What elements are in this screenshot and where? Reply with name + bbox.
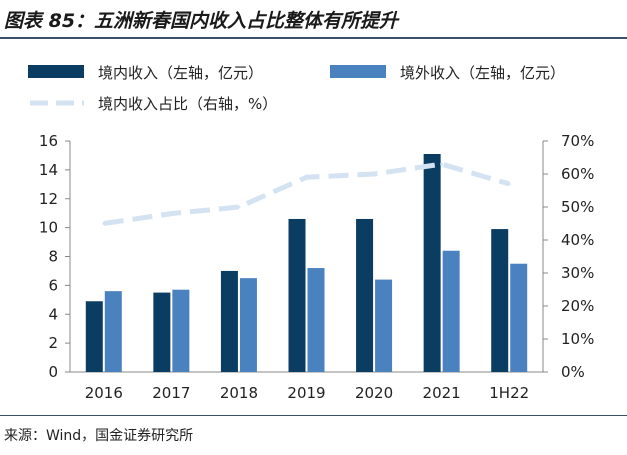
bar-overseas xyxy=(307,268,325,372)
bar-domestic xyxy=(491,229,509,372)
ratio-point xyxy=(507,182,511,186)
legend-swatch-overseas xyxy=(330,65,386,78)
bar-domestic xyxy=(220,270,238,372)
ratio-line xyxy=(102,161,511,226)
bar-domestic xyxy=(153,292,171,372)
right-tick-label: 50% xyxy=(561,198,594,216)
right-tick-label: 0% xyxy=(561,363,585,381)
x-tick-label: 2017 xyxy=(152,384,190,402)
x-tick-label: 2018 xyxy=(220,384,258,402)
left-tick-label: 14 xyxy=(39,161,58,179)
left-tick-label: 8 xyxy=(48,248,58,266)
left-tick-label: 16 xyxy=(39,132,58,150)
legend-label-ratio: 境内收入占比（右轴，%） xyxy=(98,95,277,113)
legend-label-overseas: 境外收入（左轴，亿元） xyxy=(400,64,565,82)
x-tick-label: 2019 xyxy=(287,384,325,402)
right-tick-label: 70% xyxy=(561,132,594,150)
ratio-point xyxy=(305,175,308,179)
x-tick-label: 2016 xyxy=(85,384,123,402)
right-tick-label: 10% xyxy=(561,330,594,348)
source-note: 来源：Wind，国金证券研究所 xyxy=(4,428,194,444)
bar-overseas xyxy=(239,278,257,372)
bar-domestic xyxy=(85,301,103,372)
right-tick-label: 20% xyxy=(561,297,594,315)
x-tick-label: 2020 xyxy=(355,384,393,402)
bar-overseas xyxy=(442,250,460,372)
ratio-point xyxy=(440,162,444,166)
left-tick-label: 10 xyxy=(39,219,58,237)
right-tick-label: 40% xyxy=(561,231,594,249)
bar-domestic xyxy=(356,218,374,372)
left-tick-label: 0 xyxy=(48,363,58,381)
bar-overseas xyxy=(375,279,393,372)
left-tick-label: 12 xyxy=(39,190,58,208)
ratio-line-path xyxy=(103,161,510,226)
bar-overseas xyxy=(172,289,190,372)
legend-swatch-domestic xyxy=(28,65,84,78)
bar-domestic xyxy=(288,218,306,372)
legend-label-domestic: 境内收入（左轴，亿元） xyxy=(98,64,263,82)
ratio-point xyxy=(237,205,241,209)
axes: 0 2 4 6 8 10 12 14 16 0% 10% 20% 30% 40% 50% 60% 70% 2016… xyxy=(39,132,594,402)
ratio-point xyxy=(169,212,173,216)
right-tick-label: 30% xyxy=(561,264,594,282)
ratio-point xyxy=(372,172,376,176)
bars xyxy=(85,153,528,372)
left-tick-label: 4 xyxy=(48,305,58,323)
bar-domestic xyxy=(423,153,441,372)
source-divider xyxy=(0,415,627,416)
title-divider xyxy=(0,37,627,39)
legend: 境内收入（左轴，亿元） 境外收入（左轴，亿元） 境内收入占比（右轴，%） xyxy=(28,64,565,113)
right-tick-label: 60% xyxy=(561,165,594,183)
x-tick-label: 1H22 xyxy=(489,384,529,402)
bar-overseas xyxy=(104,291,122,372)
ratio-point xyxy=(102,222,106,225)
left-tick-label: 6 xyxy=(48,276,58,294)
x-tick-label: 2021 xyxy=(423,384,461,402)
left-tick-label: 2 xyxy=(48,334,58,352)
chart-title: 图表 85：五洲新春国内收入占比整体有所提升 xyxy=(4,10,399,32)
bar-overseas xyxy=(510,263,528,372)
